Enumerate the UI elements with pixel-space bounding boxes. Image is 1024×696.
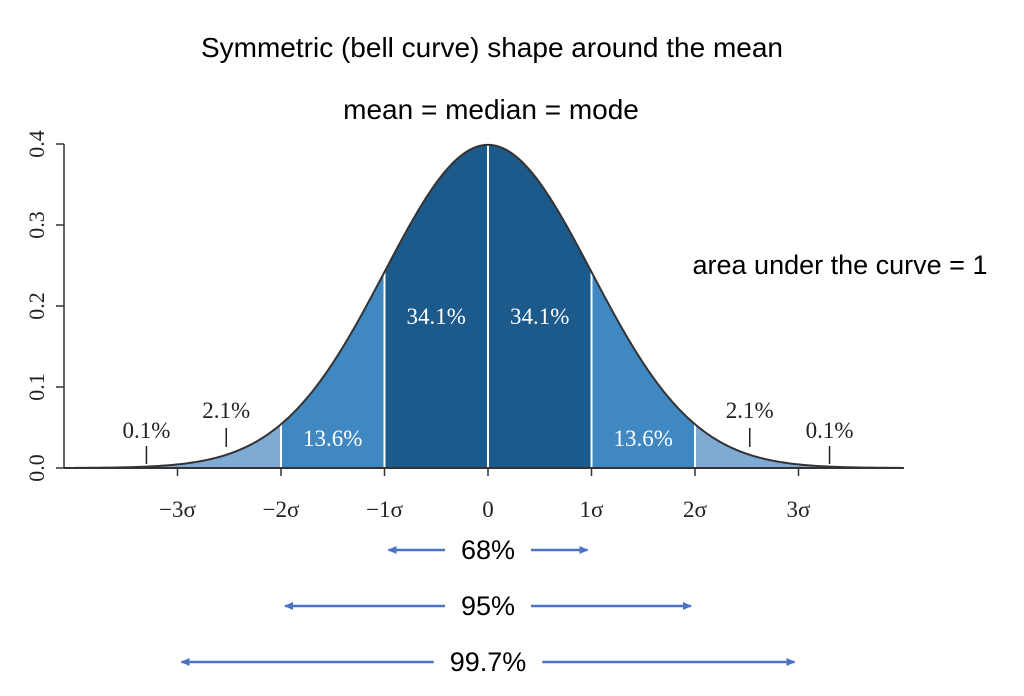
region-label-outer: 2.1% — [726, 398, 774, 423]
range-label: 68% — [461, 535, 515, 565]
y-tick-label: 0.3 — [24, 211, 49, 239]
y-tick-label: 0.4 — [24, 130, 49, 158]
density-curve — [73, 143, 903, 469]
page-subtitle: mean = median = mode — [343, 94, 639, 125]
x-tick-label: 3σ — [787, 497, 812, 522]
sd-dividers — [280, 144, 696, 468]
area-note: area under the curve = 1 — [693, 250, 988, 280]
y-tick-label: 0.2 — [24, 292, 49, 320]
x-tick-label: 1σ — [580, 497, 605, 522]
x-tick-label: 0 — [482, 497, 494, 522]
x-tick-label: 2σ — [683, 497, 708, 522]
page-title: Symmetric (bell curve) shape around the … — [201, 32, 783, 63]
area-region-7 — [695, 424, 799, 468]
region-label-middle: 13.6% — [303, 426, 362, 451]
range-label: 99.7% — [450, 647, 527, 677]
region-label-inner: 34.1% — [407, 304, 466, 329]
region-label-inner: 34.1% — [510, 304, 569, 329]
region-labels: 0.1% 2.1% 13.6% 34.1% 34.1% 13.6% 2.1% 0.1% — [122, 304, 854, 464]
area-region-2 — [177, 424, 281, 468]
region-label-tail: 0.1% — [806, 418, 854, 443]
region-label-outer: 2.1% — [202, 398, 250, 423]
region-label-tail: 0.1% — [122, 418, 170, 443]
range-label: 95% — [461, 591, 515, 621]
x-tick-label: −1σ — [366, 497, 403, 522]
x-tick-label: −2σ — [263, 497, 300, 522]
region-label-middle: 13.6% — [614, 426, 673, 451]
range-arrows: 68% 95% 99.7% — [180, 535, 796, 677]
axes: −3σ −2σ −1σ 0 1σ 2σ 3σ 0.0 0.1 0.2 0.3 0.4 — [24, 130, 904, 522]
x-tick-label: −3σ — [159, 497, 196, 522]
y-tick-label: 0.0 — [24, 454, 49, 482]
y-tick-label: 0.1 — [24, 373, 49, 401]
